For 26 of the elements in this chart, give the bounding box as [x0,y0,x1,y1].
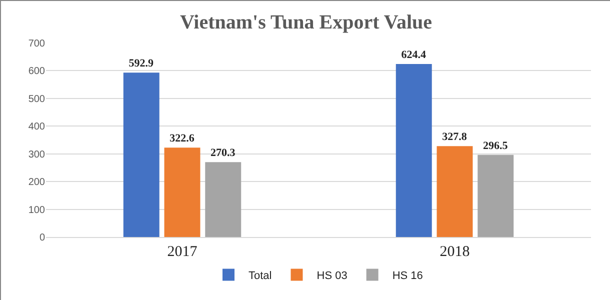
data-label: 296.5 [483,140,508,152]
bar [205,162,242,237]
bar [164,148,200,237]
data-label: 322.6 [170,132,195,145]
x-tick-label: 2017 [167,244,198,260]
y-tick-label: 500 [28,94,46,105]
x-tick-label: 2018 [440,244,470,260]
legend-label: HS 16 [392,270,423,282]
y-tick-label: 0 [39,232,46,244]
y-tick-label: 400 [28,122,46,133]
data-label: 327.8 [442,131,468,144]
legend-label: HS 03 [316,270,348,282]
y-tick-label: 300 [28,149,46,160]
legend-label: Total [248,270,272,282]
bar [396,64,432,237]
bar [123,72,160,237]
data-label: 624.4 [401,48,426,61]
chart-title: Vietnam's Tuna Export Value [180,12,432,34]
data-label: 592.9 [128,58,154,70]
y-tick-label: 100 [28,204,46,216]
data-label: 270.3 [210,147,236,160]
bar [478,154,514,237]
bar [436,146,473,237]
y-tick-label: 600 [28,66,46,78]
y-tick-label: 700 [28,38,46,50]
y-tick-label: 200 [28,177,46,188]
